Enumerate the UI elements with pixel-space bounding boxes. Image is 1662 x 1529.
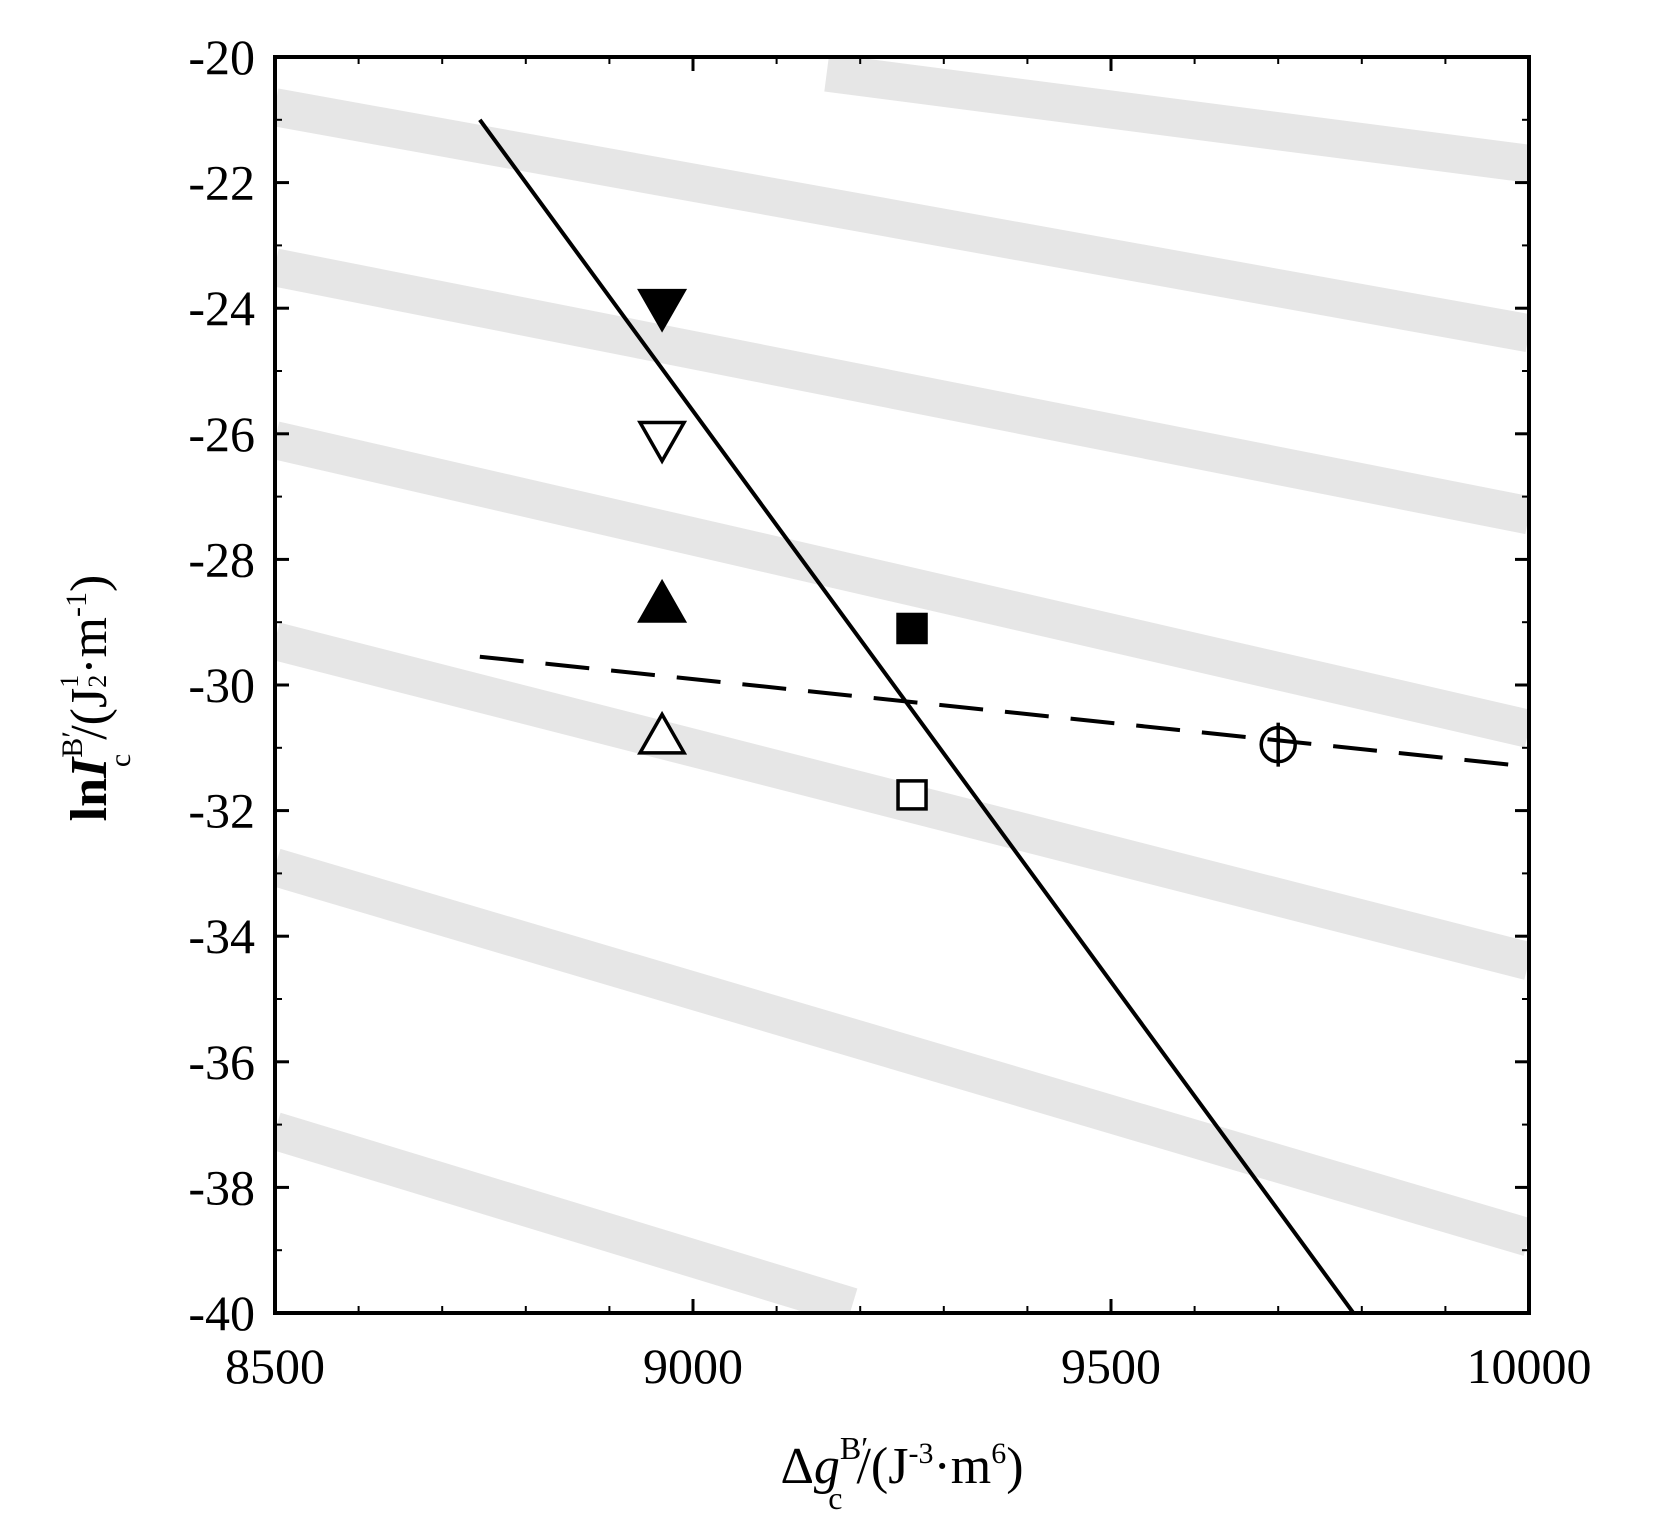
x-axis-title-sub: c bbox=[828, 1480, 842, 1516]
background-bands bbox=[275, 57, 1529, 1313]
x-axis-title-unit-open: /(J bbox=[856, 1438, 908, 1495]
y-axis-title-unit-close: ) bbox=[61, 575, 118, 592]
background-band bbox=[275, 1112, 858, 1313]
y-axis-title-unit-mid: ·m bbox=[61, 617, 118, 675]
y-axis-title-group: lnIB′ c /(J12·m-1) bbox=[55, 575, 137, 822]
y-tick-label: -24 bbox=[188, 280, 255, 336]
background-band bbox=[275, 848, 1529, 1256]
x-axis-title: ΔgB′ c /(J-3·m6) bbox=[780, 1430, 1023, 1516]
y-axis-title-prefix: ln bbox=[61, 778, 118, 821]
y-axis-title-unit-frac-num: 1 bbox=[55, 675, 84, 688]
y-axis-title-unit-open: /(J bbox=[61, 688, 118, 740]
y-axis-title-sup: B′ bbox=[56, 731, 89, 758]
x-axis-title-sup: B′ bbox=[840, 1430, 868, 1466]
x-axis-title-unit-exp2: 6 bbox=[991, 1437, 1006, 1470]
background-band bbox=[824, 57, 1529, 183]
marker-triangle-up-filled bbox=[637, 578, 688, 623]
dashed-fit-line bbox=[479, 654, 1529, 769]
marker-triangle-down-open bbox=[637, 420, 688, 465]
axis-ticks bbox=[273, 55, 1531, 1315]
solid-fit-line bbox=[478, 118, 1356, 1313]
y-tick-label: -36 bbox=[188, 1034, 255, 1090]
y-axis-title-unit-frac-den: 2 bbox=[83, 675, 112, 688]
y-axis-title: lnIB′ c /(J12·m-1) bbox=[55, 575, 137, 822]
y-tick-label: -30 bbox=[188, 657, 255, 713]
data-markers bbox=[637, 288, 1297, 811]
marker-triangle-up-open bbox=[637, 710, 688, 755]
y-tick-label: -38 bbox=[188, 1159, 255, 1215]
x-axis-title-var: g bbox=[814, 1438, 840, 1495]
x-tick-label: 9500 bbox=[1061, 1338, 1161, 1394]
x-axis-title-unit-mid: ·m bbox=[933, 1438, 991, 1495]
marker-square-open bbox=[896, 779, 928, 811]
y-axis-title-unit-exp2: -1 bbox=[60, 592, 93, 617]
y-axis-title-sub: c bbox=[104, 754, 137, 767]
x-tick-label: 10000 bbox=[1467, 1338, 1592, 1394]
y-tick-label: -34 bbox=[188, 908, 255, 964]
y-tick-labels: -20 -22 -24 -26 -28 -30 -32 -34 -36 -38 -40 bbox=[188, 29, 255, 1341]
x-axis-title-unit-exp1: -3 bbox=[908, 1437, 933, 1470]
x-tick-label: 9000 bbox=[643, 1338, 743, 1394]
y-axis-title-var: I bbox=[61, 756, 118, 779]
x-tick-label: 8500 bbox=[225, 1338, 325, 1394]
y-tick-label: -32 bbox=[188, 783, 255, 839]
x-axis-title-prefix: Δ bbox=[780, 1438, 813, 1495]
marker-square-filled bbox=[896, 612, 928, 645]
y-tick-label: -26 bbox=[188, 406, 255, 462]
fit-lines bbox=[478, 118, 1529, 1313]
y-tick-label: -22 bbox=[188, 155, 255, 211]
x-axis-title-unit-close: ) bbox=[1006, 1438, 1023, 1495]
y-tick-label: -28 bbox=[188, 531, 255, 587]
y-tick-label: -20 bbox=[188, 29, 255, 85]
background-band bbox=[275, 88, 1529, 353]
background-band bbox=[275, 421, 1529, 748]
marker-triangle-down-filled bbox=[637, 288, 688, 333]
x-tick-labels: 8500 9000 9500 10000 bbox=[225, 1338, 1592, 1394]
y-tick-label: -40 bbox=[188, 1285, 255, 1341]
background-band bbox=[275, 248, 1529, 535]
